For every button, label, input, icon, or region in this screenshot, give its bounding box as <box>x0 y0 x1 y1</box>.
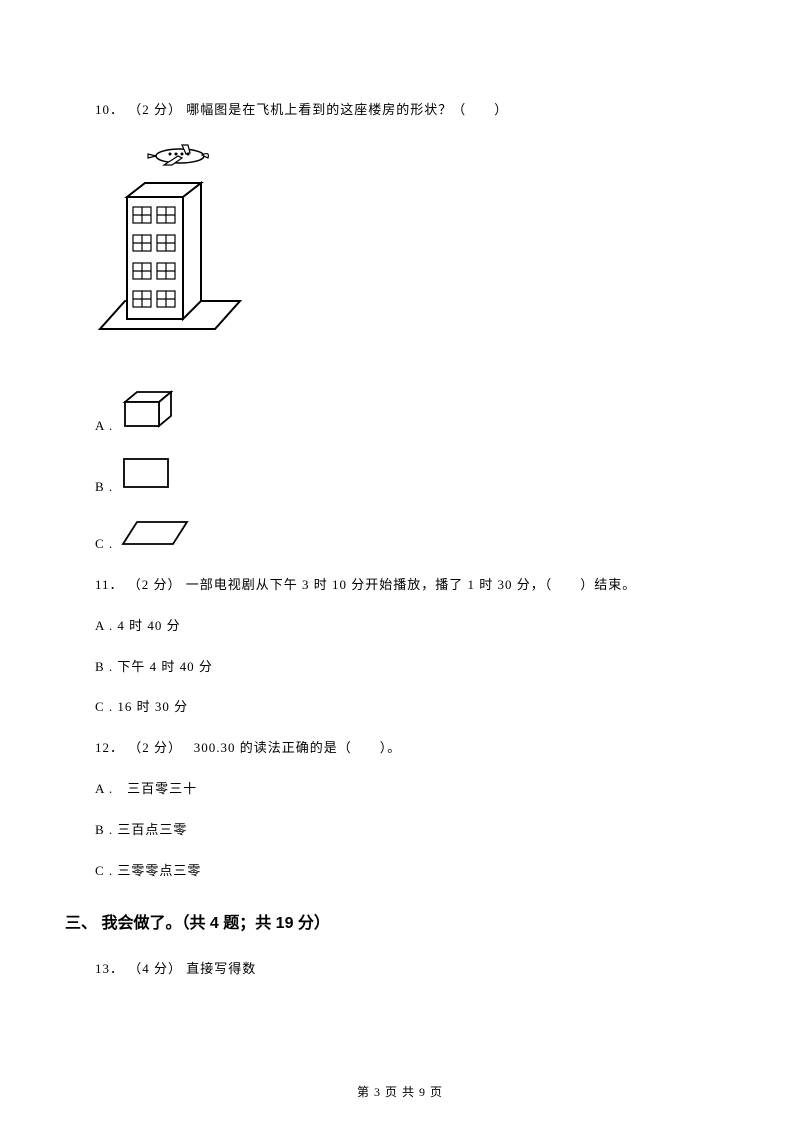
parallelogram-icon <box>121 518 191 555</box>
rectangle-icon <box>121 456 176 498</box>
q10-points: （2 分） <box>128 102 182 117</box>
q11-option-c: C . 16 时 30 分 <box>95 697 705 718</box>
q13-points: （4 分） <box>128 961 182 976</box>
q10-figure <box>95 141 705 358</box>
question-10: 10． （2 分） 哪幅图是在飞机上看到的这座楼房的形状？（ ） <box>95 100 705 121</box>
q13-text: 直接写得数 <box>186 961 256 976</box>
section-3-header: 三、 我会做了。（共 4 题；共 19 分） <box>65 911 705 937</box>
option-label-c: C . <box>95 534 113 555</box>
q12-number: 12． <box>95 740 124 755</box>
q11-points: （2 分） <box>128 577 182 592</box>
q13-number: 13． <box>95 961 124 976</box>
question-12: 12． （2 分） 300.30 的读法正确的是（ ）。 <box>95 738 705 759</box>
q10-text: 哪幅图是在飞机上看到的这座楼房的形状？（ ） <box>186 102 508 117</box>
building-airplane-figure <box>95 141 245 351</box>
q12-option-c: C . 三零零点三零 <box>95 861 705 882</box>
option-label-b: B . <box>95 477 113 498</box>
q12-points: （2 分） <box>128 740 189 755</box>
q11-number: 11． <box>95 577 124 592</box>
q11-option-b: B . 下午 4 时 40 分 <box>95 657 705 678</box>
question-11: 11． （2 分） 一部电视剧从下午 3 时 10 分开始播放，播了 1 时 3… <box>95 575 705 596</box>
option-label-a: A . <box>95 416 113 437</box>
q11-option-a: A . 4 时 40 分 <box>95 616 705 637</box>
q10-option-a: A . <box>95 388 705 437</box>
q10-option-c: C . <box>95 518 705 555</box>
q12-option-a: A . 三百零三十 <box>95 779 705 800</box>
q11-text: 一部电视剧从下午 3 时 10 分开始播放，播了 1 时 30 分，（ ）结束。 <box>186 577 637 592</box>
question-13: 13． （4 分） 直接写得数 <box>95 959 705 980</box>
q10-option-b: B . <box>95 456 705 498</box>
q10-number: 10． <box>95 102 124 117</box>
cube-icon <box>121 388 176 437</box>
q12-text: 300.30 的读法正确的是（ ）。 <box>194 740 402 755</box>
page-footer: 第 3 页 共 9 页 <box>0 1083 800 1102</box>
q12-option-b: B . 三百点三零 <box>95 820 705 841</box>
